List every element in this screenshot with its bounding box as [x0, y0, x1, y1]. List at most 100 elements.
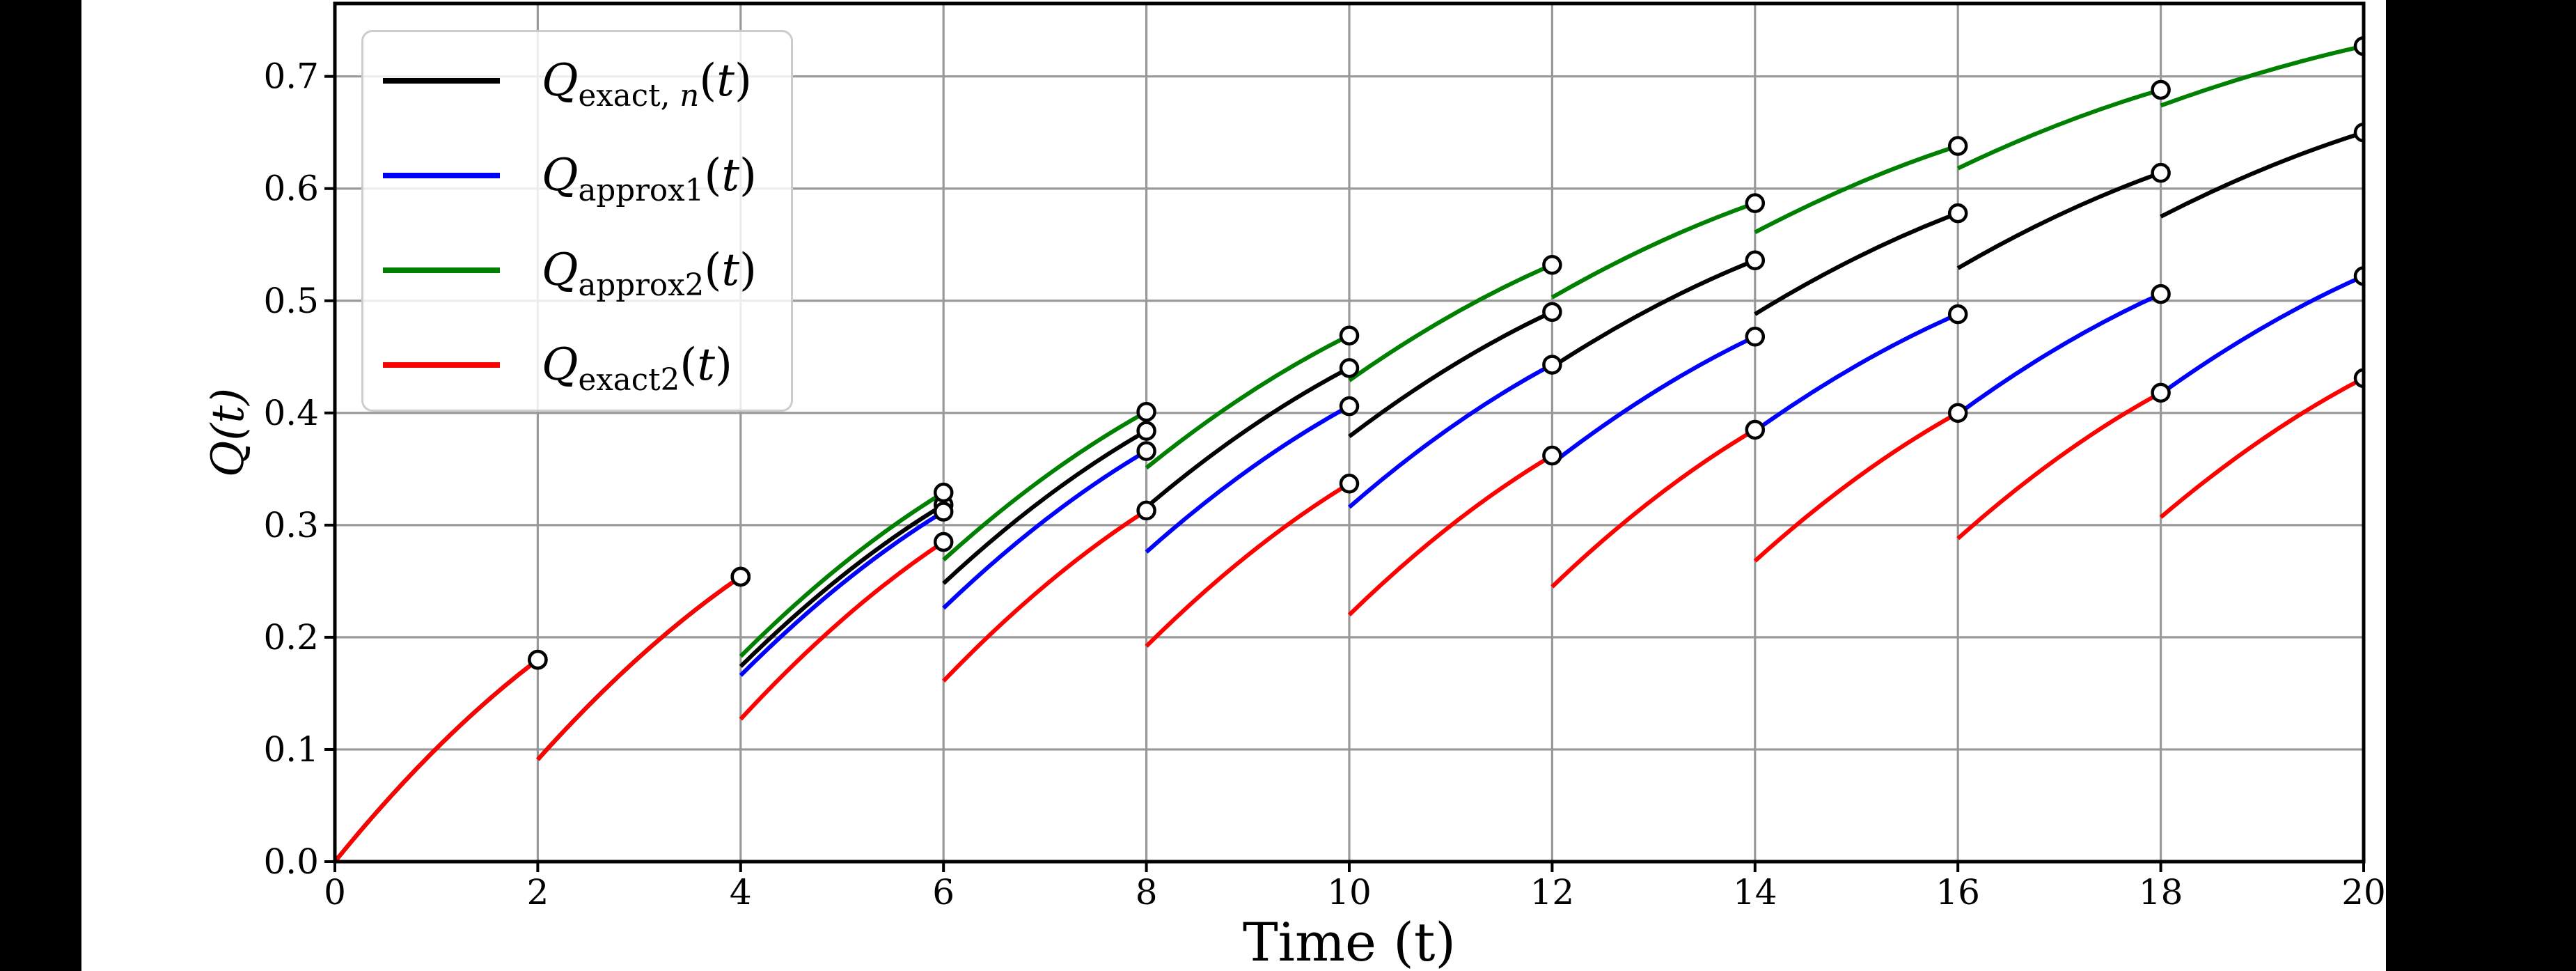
curve-segment-q-approx1-t-	[335, 658, 540, 862]
legend-entry: Qexact2(t)	[363, 318, 791, 412]
legend-label-var: t	[721, 244, 740, 296]
x-axis-label-close: )	[1435, 911, 1456, 971]
x-tick-label: 18	[2139, 872, 2183, 912]
x-tick-label: 0	[324, 872, 346, 912]
curve-segment-q-approx1-t-	[942, 449, 1148, 610]
legend-label-paren-open: (	[704, 150, 722, 201]
y-axis-label-var: t	[203, 405, 254, 424]
curve-segment-q-exact-n-t-	[1348, 310, 1553, 439]
data-point-marker	[933, 502, 954, 522]
curve-segment-q-exact-n-t-	[942, 428, 1148, 585]
data-point-marker	[1136, 500, 1156, 521]
curve-segment-q-exact2-t-	[1347, 453, 1553, 616]
x-axis-label: Time (t)	[1243, 911, 1456, 971]
data-point-marker	[1542, 355, 1562, 375]
data-point-marker	[1745, 250, 1766, 271]
legend-entry: Qapprox1(t)	[363, 128, 791, 223]
legend-label: Qexact, n(t)	[542, 59, 752, 111]
x-tick-label: 12	[1530, 872, 1575, 912]
x-tick-label: 4	[730, 872, 752, 912]
data-point-marker	[1745, 327, 1766, 347]
legend-label-var: t	[697, 339, 715, 391]
y-tick-label: 0.7	[263, 56, 319, 97]
legend-label-base: Q	[542, 150, 579, 201]
legend-entry: Qapprox2(t)	[363, 223, 791, 318]
legend-label-base: Q	[542, 55, 579, 107]
curve-segment-q-approx2-t-	[739, 490, 945, 658]
data-point-marker	[2151, 162, 2171, 183]
data-point-marker	[2353, 368, 2364, 389]
data-point-marker	[933, 531, 954, 552]
legend-label-paren-close: )	[714, 339, 732, 391]
legend-label-paren-close: )	[739, 244, 757, 296]
data-point-marker	[2353, 36, 2364, 56]
legend-line-sample	[383, 267, 500, 273]
legend-label: Qapprox1(t)	[542, 150, 757, 206]
legend-label: Qapprox2(t)	[542, 248, 757, 301]
data-point-marker	[1136, 441, 1156, 461]
x-tick-label: 20	[2341, 872, 2386, 912]
x-tick-label: 10	[1327, 872, 1372, 912]
y-axis-label-close: )	[203, 387, 254, 405]
legend: Qexact, n(t) Qapprox1(t) Qapprox2(t) Qex…	[361, 30, 793, 412]
x-tick-label: 8	[1136, 872, 1158, 912]
data-point-marker	[1745, 419, 1766, 440]
curve-segment-q-exact-n-t-	[739, 503, 945, 668]
curve-segment-q-exact2-t-	[1956, 391, 2162, 541]
data-point-marker	[1339, 358, 1360, 378]
x-axis-label-var: t	[1413, 911, 1436, 971]
legend-label-paren-close: )	[739, 150, 757, 201]
data-point-marker	[2353, 122, 2364, 143]
curve-segment-q-exact2-t-	[1145, 481, 1351, 648]
curve-segment-q-exact-n-t-	[1550, 258, 1756, 369]
y-axis-label-text: Q(	[203, 423, 254, 478]
curve-segment-q-exact2-t-	[1753, 411, 1959, 563]
legend-label-paren-open: (	[704, 244, 722, 296]
y-tick-label: 0.6	[263, 169, 319, 209]
curve-segment-q-approx2-t-	[1145, 334, 1351, 470]
data-point-marker	[1136, 401, 1156, 422]
data-point-marker	[1542, 302, 1562, 323]
data-point-marker	[1339, 474, 1360, 494]
data-point-marker	[2353, 266, 2364, 286]
curve-segment-q-exact2-t-	[942, 508, 1148, 683]
legend-label: Qexact2(t)	[542, 343, 732, 396]
curve-segment-q-approx2-t-	[1348, 263, 1553, 382]
curve-segment-q-exact-n-t-	[536, 575, 742, 761]
curve-segment-q-exact2-t-	[335, 658, 540, 862]
x-tick-label: 16	[1935, 872, 1980, 912]
curve-segment-q-exact-n-t-	[335, 658, 540, 862]
data-point-marker	[730, 566, 751, 587]
curve-segment-q-exact-n-t-	[2160, 130, 2364, 219]
legend-label-subscript: exact2	[578, 363, 680, 398]
data-point-marker	[1542, 445, 1562, 466]
curve-segment-q-exact2-t-	[739, 540, 945, 721]
legend-label-base: Q	[542, 244, 579, 296]
x-tick-label: 6	[932, 872, 955, 912]
legend-label-var: t	[716, 55, 735, 107]
y-tick-label: 0.4	[263, 393, 319, 433]
data-point-marker	[933, 482, 954, 503]
data-point-marker	[2151, 382, 2171, 403]
curve-segment-q-approx1-t-	[1754, 312, 1959, 433]
data-point-marker	[1947, 403, 1968, 424]
y-tick-label: 0.2	[263, 617, 319, 658]
curve-segment-q-exact2-t-	[1550, 428, 1757, 589]
curve-segment-q-exact-n-t-	[1754, 211, 1959, 316]
data-point-marker	[1339, 325, 1360, 345]
curve-segment-q-approx1-t-	[1956, 292, 2162, 416]
curve-segment-q-exact-n-t-	[1956, 171, 2162, 270]
curve-segment-q-approx1-t-	[739, 509, 945, 677]
curve-segment-q-exact2-t-	[2159, 376, 2364, 519]
data-point-marker	[528, 649, 548, 670]
curve-segment-q-approx2-t-	[942, 410, 1148, 562]
y-axis-label: Q(t)	[203, 388, 254, 477]
legend-line-sample	[383, 78, 500, 84]
x-tick-label: 2	[526, 872, 549, 912]
data-point-marker	[2151, 283, 2171, 304]
curve-segment-q-approx2-t-	[536, 575, 742, 761]
curve-segment-q-approx2-t-	[1956, 88, 2162, 171]
data-point-marker	[1947, 304, 1968, 325]
legend-label-subscript: exact,	[578, 79, 680, 114]
